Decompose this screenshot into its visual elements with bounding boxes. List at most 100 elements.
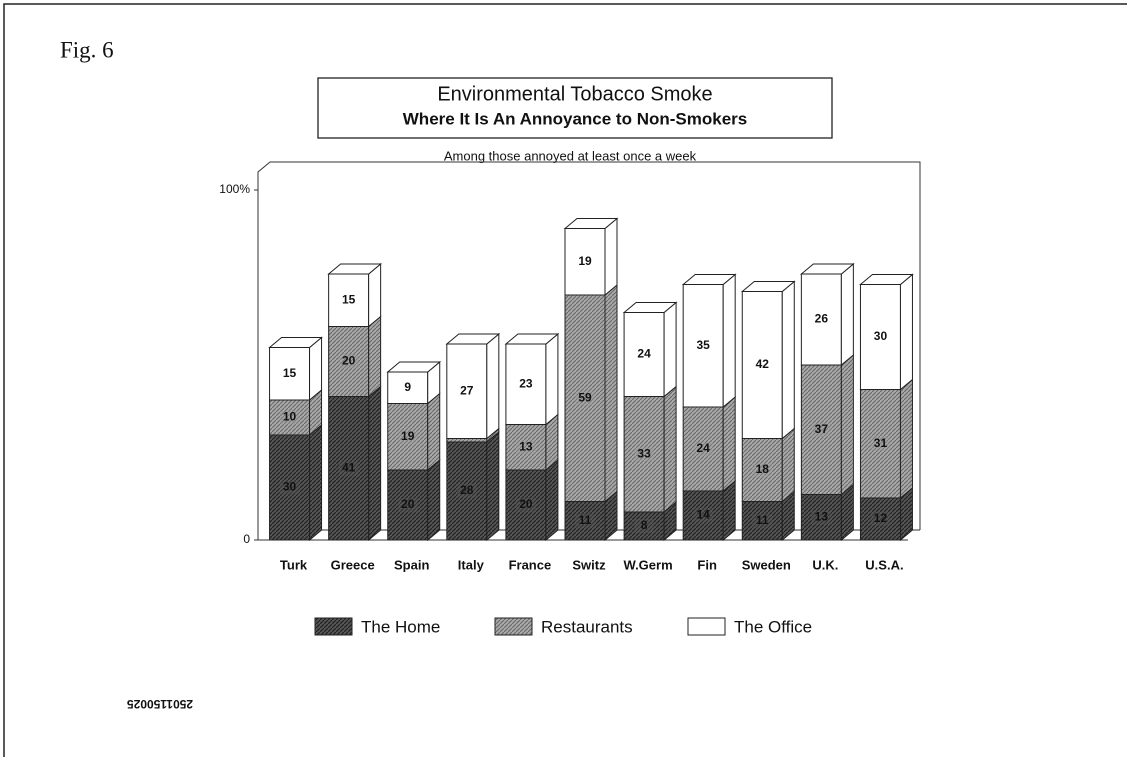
label-bg	[870, 436, 891, 451]
legend-swatch	[314, 617, 353, 636]
bar-top	[622, 302, 678, 313]
bar-segment	[387, 469, 429, 541]
bar-side	[368, 385, 382, 542]
x-tick-label: Greece	[331, 557, 375, 572]
bar-top	[504, 333, 560, 345]
data-label: 11	[579, 513, 592, 527]
bar-segment	[269, 347, 311, 401]
x-tick-label: W.Germ	[624, 557, 673, 572]
x-tick-label: U.S.A.	[865, 557, 903, 572]
data-label: 20	[342, 354, 356, 368]
data-label: 12	[874, 511, 888, 525]
data-label: 35	[697, 338, 711, 352]
data-label: 30	[874, 329, 888, 343]
bar-side	[368, 262, 382, 328]
label-bg	[693, 508, 714, 523]
bar-top	[563, 218, 619, 229]
chart-subtitle: Among those annoyed at least once a week	[444, 148, 697, 163]
label-bg	[397, 498, 418, 512]
bar-side	[309, 336, 323, 402]
bar-segment	[564, 501, 606, 541]
chart-title: Environmental Tobacco Smoke	[437, 83, 712, 105]
data-label: 8	[641, 518, 648, 532]
data-label: 15	[283, 366, 297, 380]
bar-segment	[446, 441, 488, 541]
bar-side	[604, 217, 618, 297]
bar-side	[722, 395, 736, 493]
label-bg	[515, 498, 536, 512]
x-tick-label: Sweden	[742, 557, 791, 572]
bar-side	[309, 423, 323, 542]
data-label: 13	[815, 509, 829, 523]
figure-label: Fig. 6	[60, 37, 114, 62]
label-bg	[634, 519, 655, 533]
x-tick-label: Turk	[280, 557, 308, 572]
label-bg	[870, 512, 891, 526]
bar-segment	[446, 438, 488, 443]
bar-segment	[800, 364, 842, 495]
bar-top	[859, 274, 914, 285]
bar-side	[899, 378, 913, 500]
label-bg	[811, 422, 832, 437]
data-label: 59	[578, 390, 592, 404]
bar-side	[722, 273, 736, 409]
data-label: 26	[815, 312, 829, 326]
legend-swatch	[687, 617, 726, 636]
bar-side	[663, 301, 677, 398]
bar-side	[545, 332, 559, 426]
data-label: 33	[637, 446, 651, 460]
data-label: 24	[697, 441, 711, 455]
bar-top	[268, 337, 323, 348]
bar-side	[427, 458, 441, 542]
footer-code: 2501150025	[127, 697, 193, 711]
bar-top	[799, 263, 855, 275]
label-bg	[752, 463, 773, 477]
bar-segment	[682, 490, 724, 541]
label-bg	[338, 461, 359, 476]
legend-label: Restaurants	[541, 617, 633, 636]
data-label: 31	[874, 436, 888, 450]
data-label: 18	[756, 462, 770, 476]
title-box	[317, 77, 833, 139]
bar-segment	[328, 326, 370, 397]
data-label: 27	[460, 383, 474, 397]
bar-segment	[328, 273, 370, 327]
x-tick-label: Spain	[394, 557, 429, 572]
x-tick-label: U.K.	[812, 557, 838, 572]
bar-segment	[564, 228, 606, 296]
data-label: 9	[404, 380, 411, 394]
bar-side	[368, 315, 382, 398]
data-label: 15	[342, 292, 356, 306]
bar-side	[486, 430, 500, 542]
bar-segment	[859, 284, 901, 390]
data-label: 28	[460, 483, 474, 497]
label-bg	[279, 410, 300, 425]
bar-side	[840, 353, 854, 496]
data-label: 10	[283, 410, 297, 424]
data-label: 20	[401, 497, 415, 511]
data-label: 30	[283, 480, 297, 494]
bar-segment	[387, 371, 429, 404]
bar-top	[740, 281, 796, 292]
data-label: 14	[697, 508, 711, 522]
bar-segment	[623, 511, 665, 541]
data-label: 42	[756, 357, 770, 371]
x-tick-label: Fin	[697, 557, 717, 572]
x-tick-label: Switz	[572, 557, 606, 572]
bar-side	[663, 385, 677, 514]
data-label: 13	[519, 439, 533, 453]
data-label: 23	[519, 376, 533, 390]
bar-segment	[741, 291, 783, 439]
legend-swatch	[494, 617, 533, 636]
data-label: 19	[578, 254, 592, 268]
bar-segment	[505, 424, 547, 471]
y-tick-label: 100%	[219, 182, 250, 196]
bar-side	[840, 262, 854, 367]
x-tick-label: Italy	[458, 557, 485, 572]
bar-segment	[564, 294, 606, 502]
bar-segment	[623, 396, 665, 513]
bar-side	[899, 273, 913, 391]
label-bg	[811, 510, 832, 525]
y-tick-label: 0	[243, 532, 250, 546]
bar-segment	[328, 396, 370, 541]
